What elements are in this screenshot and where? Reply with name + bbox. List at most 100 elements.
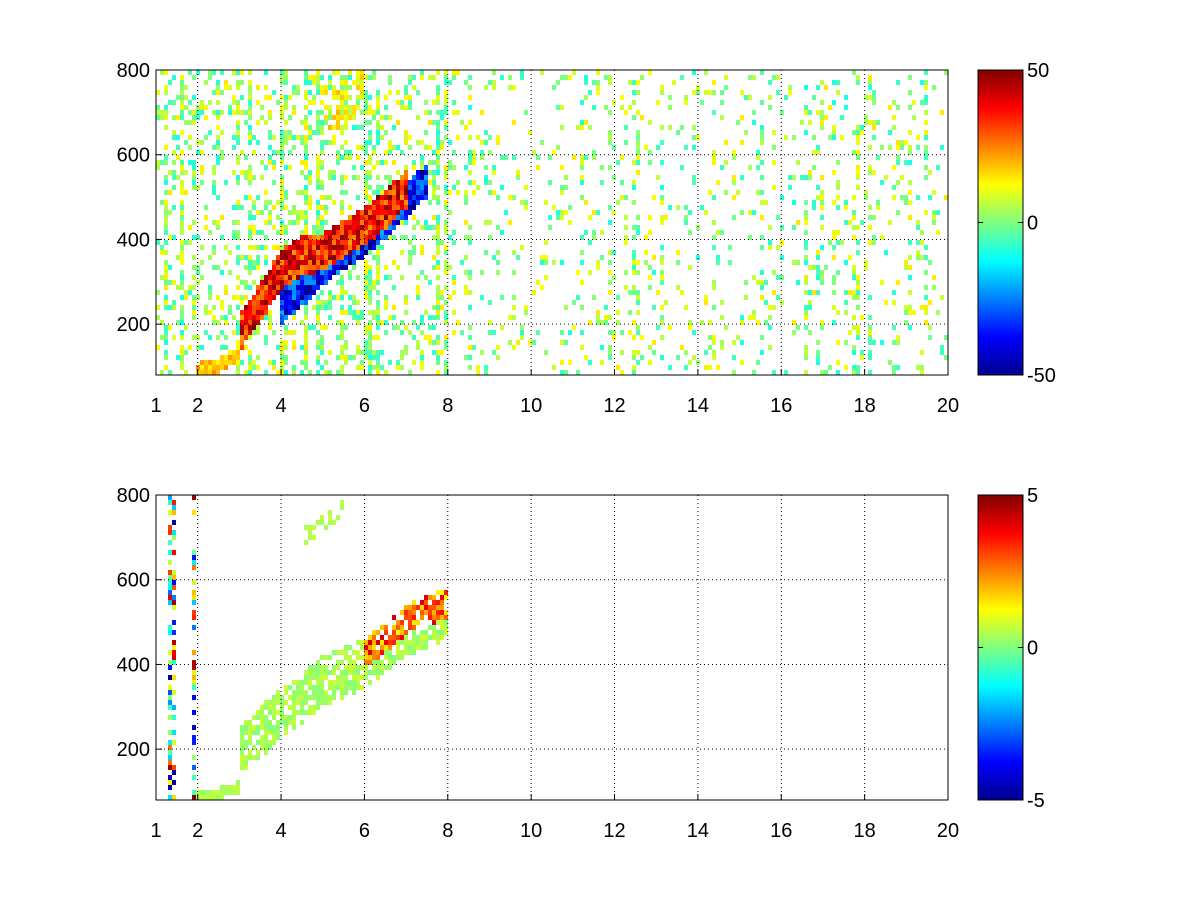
- heatmap-cell: [484, 365, 488, 370]
- heatmap-cell: [644, 235, 648, 240]
- heatmap-cell: [244, 255, 248, 260]
- heatmap-cell: [304, 270, 308, 275]
- heatmap-cell: [168, 265, 172, 270]
- heatmap-cell: [716, 180, 720, 185]
- heatmap-cell: [272, 360, 276, 365]
- heatmap-cell: [404, 345, 408, 350]
- heatmap-cell: [384, 225, 388, 230]
- heatmap-cell: [264, 740, 268, 745]
- heatmap-cell: [436, 140, 440, 145]
- heatmap-cell: [268, 730, 272, 735]
- heatmap-cell: [636, 140, 640, 145]
- heatmap-cell: [916, 240, 920, 245]
- heatmap-cell: [808, 290, 812, 295]
- heatmap-cell: [236, 80, 240, 85]
- heatmap-cell: [660, 255, 664, 260]
- heatmap-cell: [412, 250, 416, 255]
- heatmap-cell: [624, 285, 628, 290]
- heatmap-cell: [464, 165, 468, 170]
- heatmap-cell: [388, 220, 392, 225]
- heatmap-cell: [236, 340, 240, 345]
- heatmap-cell: [520, 330, 524, 335]
- heatmap-cell: [400, 275, 404, 280]
- heatmap-cell: [192, 120, 196, 125]
- heatmap-cell: [344, 250, 348, 255]
- heatmap-cell: [248, 70, 252, 75]
- heatmap-cell: [844, 310, 848, 315]
- heatmap-cell: [296, 285, 300, 290]
- heatmap-cell: [488, 320, 492, 325]
- heatmap-cell: [624, 215, 628, 220]
- heatmap-cell: [332, 125, 336, 130]
- heatmap-cell: [168, 590, 172, 595]
- heatmap-cell: [328, 80, 332, 85]
- heatmap-cell: [192, 600, 196, 605]
- heatmap-cell: [280, 225, 284, 230]
- heatmap-cell: [552, 365, 556, 370]
- heatmap-cell: [296, 305, 300, 310]
- heatmap-cell: [356, 240, 360, 245]
- heatmap-cell: [264, 295, 268, 300]
- heatmap-cell: [368, 320, 372, 325]
- heatmap-cell: [392, 660, 396, 665]
- heatmap-cell: [496, 225, 500, 230]
- heatmap-cell: [252, 325, 256, 330]
- heatmap-cell: [332, 665, 336, 670]
- heatmap-cell: [272, 700, 276, 705]
- heatmap-cell: [240, 170, 244, 175]
- heatmap-cell: [560, 360, 564, 365]
- heatmap-cell: [248, 85, 252, 90]
- heatmap-cell: [364, 90, 368, 95]
- heatmap-cell: [856, 165, 860, 170]
- heatmap-cell: [468, 95, 472, 100]
- heatmap-cell: [820, 245, 824, 250]
- heatmap-cell: [896, 145, 900, 150]
- heatmap-cell: [636, 260, 640, 265]
- heatmap-cell: [376, 250, 380, 255]
- heatmap-cell: [240, 360, 244, 365]
- heatmap-cell: [636, 90, 640, 95]
- heatmap-cell: [280, 205, 284, 210]
- heatmap-cell: [172, 130, 176, 135]
- heatmap-cell: [248, 100, 252, 105]
- heatmap-cell: [348, 205, 352, 210]
- heatmap-cell: [320, 225, 324, 230]
- heatmap-cell: [424, 610, 428, 615]
- heatmap-cell: [340, 350, 344, 355]
- heatmap-cell: [468, 170, 472, 175]
- heatmap-cell: [264, 725, 268, 730]
- heatmap-cell: [720, 90, 724, 95]
- heatmap-cell: [292, 370, 296, 375]
- heatmap-cell: [348, 670, 352, 675]
- heatmap-cell: [280, 295, 284, 300]
- heatmap-cell: [204, 360, 208, 365]
- heatmap-cell: [288, 245, 292, 250]
- heatmap-cell: [480, 110, 484, 115]
- heatmap-cell: [920, 100, 924, 105]
- heatmap-cell: [868, 315, 872, 320]
- heatmap-cell: [632, 365, 636, 370]
- heatmap-cell: [300, 345, 304, 350]
- heatmap-cell: [392, 235, 396, 240]
- heatmap-cell: [348, 305, 352, 310]
- heatmap-cell: [316, 240, 320, 245]
- heatmap-cell: [344, 355, 348, 360]
- heatmap-cell: [660, 90, 664, 95]
- heatmap-cell: [488, 150, 492, 155]
- heatmap-cell: [600, 165, 604, 170]
- heatmap-cell: [468, 365, 472, 370]
- heatmap-cell: [240, 750, 244, 755]
- heatmap-cell: [212, 265, 216, 270]
- heatmap-cell: [180, 305, 184, 310]
- heatmap-cell: [792, 175, 796, 180]
- heatmap-cell: [364, 665, 368, 670]
- heatmap-cell: [308, 250, 312, 255]
- heatmap-cell: [264, 300, 268, 305]
- heatmap-cell: [288, 95, 292, 100]
- heatmap-cell: [332, 670, 336, 675]
- heatmap-cell: [392, 615, 396, 620]
- heatmap-cell: [924, 255, 928, 260]
- heatmap-cell: [252, 330, 256, 335]
- heatmap-cell: [372, 285, 376, 290]
- heatmap-cell: [272, 150, 276, 155]
